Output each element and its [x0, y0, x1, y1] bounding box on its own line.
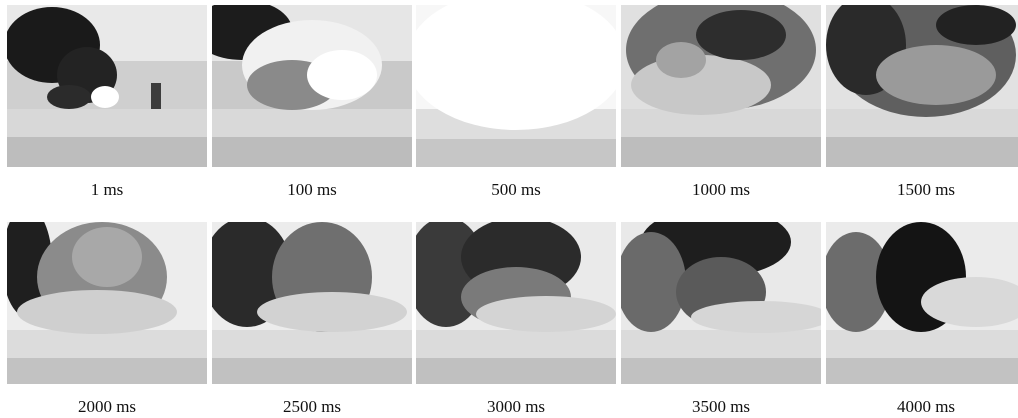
caption-4000ms: 4000 ms [896, 397, 956, 416]
caption-100ms: 100 ms [287, 180, 337, 199]
frame-2000ms [7, 222, 207, 384]
caption-500ms: 500 ms [491, 180, 541, 199]
frame-3500ms [621, 222, 821, 384]
frame-500ms [416, 5, 616, 167]
caption-1000ms: 1000 ms [691, 180, 751, 199]
caption-1500ms: 1500 ms [896, 180, 956, 199]
caption-2000ms: 2000 ms [77, 397, 137, 416]
frame-4000ms [826, 222, 1018, 384]
caption-3500ms: 3500 ms [691, 397, 751, 416]
frame-1ms [7, 5, 207, 167]
frame-100ms [212, 5, 412, 167]
frame-2500ms [212, 222, 412, 384]
caption-3000ms: 3000 ms [486, 397, 546, 416]
frame-1500ms [826, 5, 1018, 167]
caption-1ms: 1 ms [90, 180, 124, 199]
frame-1000ms [621, 5, 821, 167]
caption-2500ms: 2500 ms [282, 397, 342, 416]
frame-3000ms [416, 222, 616, 384]
